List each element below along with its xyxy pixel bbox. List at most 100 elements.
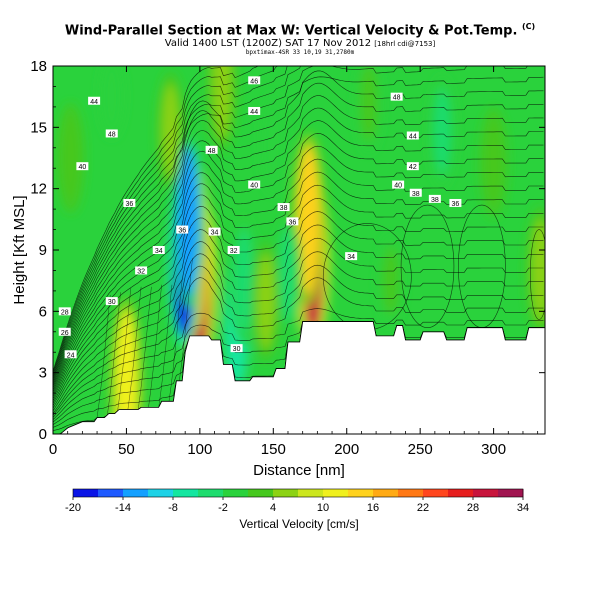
theta-label-text: 24 bbox=[67, 352, 75, 359]
theta-label-text: 34 bbox=[347, 254, 355, 261]
theta-label: 30 bbox=[105, 297, 118, 306]
theta-label: 48 bbox=[390, 92, 403, 102]
theta-label-box bbox=[88, 96, 101, 105]
theta-label: 44 bbox=[406, 131, 419, 141]
theta-label-box bbox=[428, 194, 441, 203]
colorbar-frame bbox=[72, 488, 524, 498]
theta-label-box bbox=[286, 217, 299, 226]
w-feature bbox=[234, 228, 253, 334]
theta-label-text: 38 bbox=[431, 197, 439, 204]
theta-label-text: 36 bbox=[288, 219, 296, 226]
theta-label: 38 bbox=[277, 203, 290, 212]
theta-label-text: 34 bbox=[155, 248, 163, 255]
theta-label-text: 46 bbox=[250, 78, 258, 85]
x-tick-label: 0 bbox=[49, 441, 57, 458]
x-tick-label: 250 bbox=[408, 441, 433, 458]
isentrope-fold bbox=[127, 286, 142, 410]
x-tick-label: 200 bbox=[334, 441, 359, 458]
theta-label-text: 32 bbox=[230, 248, 238, 255]
theta-label-box bbox=[409, 188, 422, 197]
isentrope-fold bbox=[137, 286, 152, 410]
theta-label-text: 38 bbox=[412, 191, 420, 198]
y-tick-label: 15 bbox=[30, 119, 47, 136]
theta-label-box bbox=[205, 145, 218, 154]
w-feature bbox=[62, 114, 79, 202]
isentrope bbox=[53, 145, 544, 393]
theta-label: 42 bbox=[406, 162, 419, 171]
terrain-mask bbox=[53, 321, 546, 435]
colorbar-tick-label: 28 bbox=[467, 502, 479, 514]
x-tick-label: 50 bbox=[118, 441, 135, 458]
theta-label-box bbox=[123, 198, 136, 207]
colorbar-swatch bbox=[473, 489, 499, 497]
theta-label-box bbox=[406, 162, 419, 171]
isentrope bbox=[53, 66, 260, 372]
isentrope bbox=[53, 66, 301, 377]
isentrope-fold bbox=[168, 278, 183, 402]
theta-label-text: 48 bbox=[393, 95, 401, 102]
x-tick-label: 100 bbox=[187, 441, 212, 458]
theta-label: 46 bbox=[248, 76, 261, 85]
isentrope bbox=[53, 171, 544, 397]
theta-label: 26 bbox=[58, 327, 71, 337]
theta-label-text: 44 bbox=[250, 109, 258, 116]
theta-label: 34 bbox=[152, 246, 165, 255]
theta-label-text: 48 bbox=[108, 131, 116, 138]
chart-subsubtitle: bpxtimax-4SR 33 10,19 31,2780m bbox=[245, 49, 355, 56]
colorbar-swatch bbox=[323, 489, 349, 497]
theta-label-box bbox=[58, 327, 71, 336]
chart-title: Wind-Parallel Section at Max W: Vertical… bbox=[0, 22, 600, 38]
colorbar-swatch bbox=[123, 489, 149, 497]
theta-label-box bbox=[58, 307, 71, 316]
theta-label-box bbox=[230, 344, 243, 353]
theta-label-text: 40 bbox=[394, 183, 402, 190]
isentrope bbox=[53, 107, 544, 387]
theta-label: 32 bbox=[135, 266, 148, 275]
w-feature bbox=[257, 253, 275, 350]
theta-label: 28 bbox=[58, 307, 71, 316]
theta-label-text: 42 bbox=[409, 164, 417, 171]
theta-label-box bbox=[345, 252, 358, 261]
w-feature bbox=[360, 66, 377, 142]
theta-label-box bbox=[208, 227, 221, 236]
w-feature bbox=[265, 104, 282, 183]
theta-label-text: 44 bbox=[90, 99, 98, 106]
colorbar-swatch bbox=[148, 489, 174, 497]
isentrope-fold bbox=[148, 284, 162, 408]
colorbar-tick-label: 34 bbox=[517, 502, 529, 514]
w-feature bbox=[531, 217, 545, 323]
theta-label-text: 44 bbox=[409, 134, 417, 141]
theta-label-box bbox=[406, 131, 419, 140]
theta-label-text: 30 bbox=[233, 346, 241, 353]
theta-label: 44 bbox=[248, 106, 261, 116]
y-tick-label: 6 bbox=[39, 303, 47, 320]
theta-label: 38 bbox=[428, 194, 441, 204]
theta-label: 32 bbox=[227, 246, 240, 255]
isentrope bbox=[53, 70, 544, 382]
isentrope bbox=[53, 320, 544, 421]
closed-cell-contour bbox=[400, 204, 455, 328]
colorbar-swatch bbox=[373, 489, 399, 497]
chart-subtitle-text: Valid 1400 LST (1200Z) SAT 17 Nov 2012 bbox=[164, 38, 372, 49]
isentrope-fold bbox=[117, 288, 132, 411]
colorbar-tick-label: -2 bbox=[218, 502, 228, 514]
y-tick-label: 18 bbox=[30, 58, 47, 75]
theta-label-box bbox=[227, 246, 240, 254]
w-feature bbox=[485, 118, 502, 206]
x-axis: 0 50 100 150 200 250 300 bbox=[49, 66, 539, 458]
theta-label-box bbox=[76, 162, 89, 171]
chart-title-mark: (C) bbox=[521, 22, 536, 31]
theta-label: 36 bbox=[286, 217, 299, 226]
theta-label-box bbox=[449, 198, 462, 207]
y-tick-label: 3 bbox=[39, 365, 47, 382]
chart-subtitle: Valid 1400 LST (1200Z) SAT 17 Nov 2012 [… bbox=[0, 38, 600, 49]
theta-label-box bbox=[176, 225, 189, 234]
y-axis-label: Height [Kft MSL] bbox=[11, 195, 28, 304]
isentrope bbox=[53, 224, 544, 407]
theta-label: 30 bbox=[230, 344, 243, 353]
x-tick-label: 300 bbox=[481, 441, 506, 458]
colorbar-swatch bbox=[398, 489, 424, 497]
isentrope bbox=[53, 66, 279, 374]
theta-label-text: 36 bbox=[125, 201, 133, 208]
x-tick-label: 150 bbox=[261, 441, 286, 458]
